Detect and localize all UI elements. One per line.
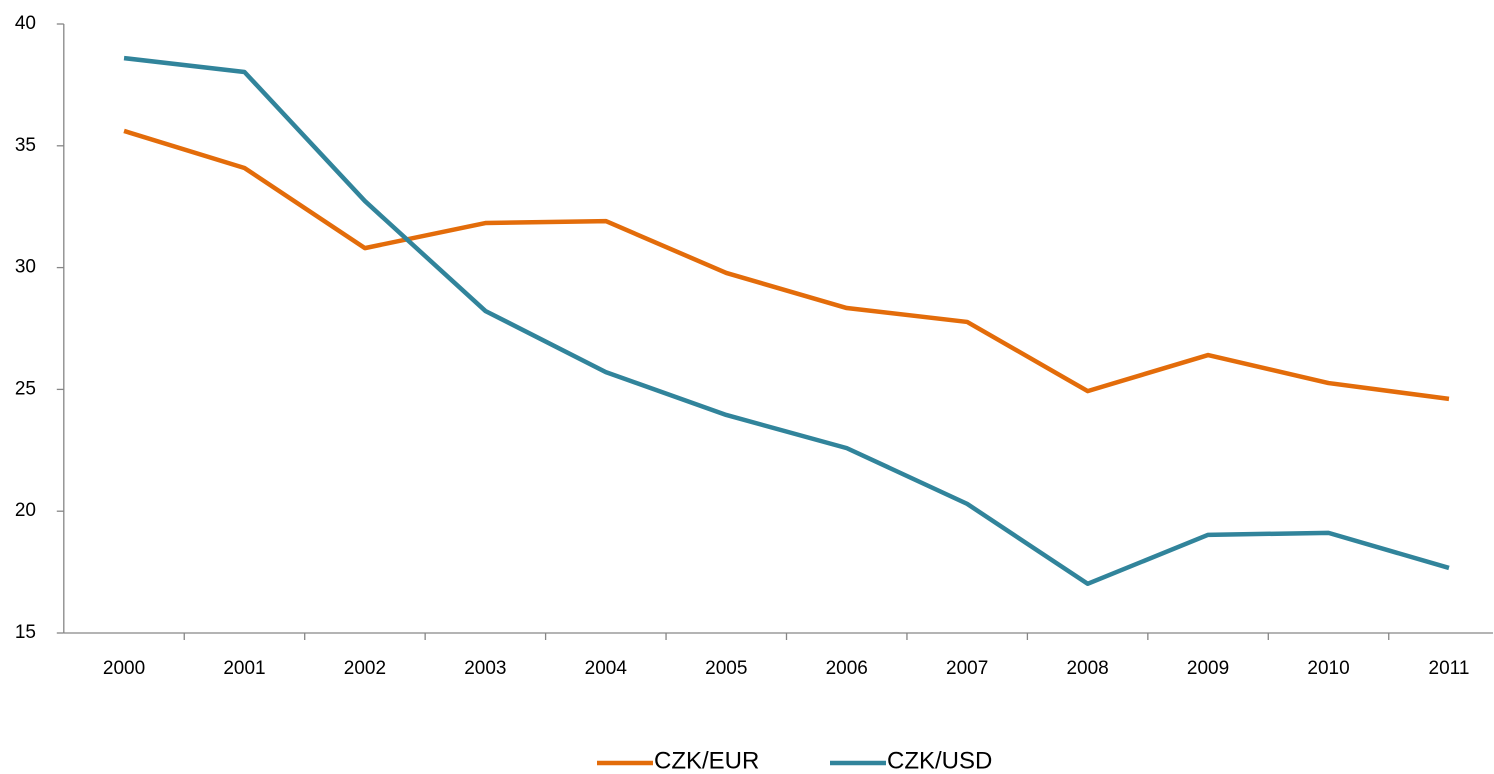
x-tick-label: 2000 <box>103 658 145 679</box>
y-tick-label: 30 <box>15 257 36 278</box>
x-tick-label: 2006 <box>826 658 868 679</box>
x-tick-label: 2010 <box>1307 658 1349 679</box>
x-tick-label: 2005 <box>705 658 747 679</box>
x-tick-label: 2008 <box>1066 658 1108 679</box>
x-tick-label: 2009 <box>1187 658 1229 679</box>
x-tick-label: 2003 <box>464 658 506 679</box>
x-tick-label: 2004 <box>585 658 628 679</box>
series-line <box>123 128 1450 402</box>
y-tick-label: 15 <box>15 622 36 643</box>
y-tick-label: 20 <box>15 500 36 521</box>
y-tick-label: 35 <box>15 135 36 156</box>
x-tick-label: 2011 <box>1429 658 1470 679</box>
x-tick-label: 2002 <box>344 658 386 679</box>
legend-label: CZK/USD <box>887 747 992 774</box>
legend-label: CZK/EUR <box>654 747 759 774</box>
y-tick-label: 25 <box>15 378 36 399</box>
series-line <box>123 55 1450 587</box>
x-tick-label: 2007 <box>946 658 988 679</box>
x-tick-label: 2001 <box>223 658 265 679</box>
y-tick-label: 40 <box>15 13 36 34</box>
